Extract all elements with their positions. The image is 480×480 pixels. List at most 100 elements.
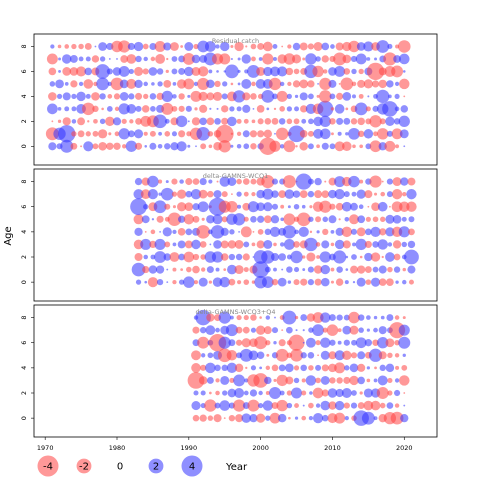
residual-bubble [264, 118, 272, 125]
residual-bubble [250, 327, 257, 333]
residual-bubble [221, 216, 228, 223]
residual-bubble [349, 375, 359, 386]
residual-bubble [165, 69, 169, 74]
residual-bubble [320, 277, 330, 287]
legend-label: 2 [153, 462, 159, 473]
residual-bubble [172, 205, 176, 209]
residual-bubble [240, 226, 252, 238]
residual-bubble [288, 125, 305, 143]
residual-bubble [343, 339, 350, 346]
panel-title: delta-GAMNS-WCQ1 [203, 172, 268, 180]
residual-bubble [381, 255, 384, 259]
residual-bubble [171, 56, 178, 62]
residual-bubble [330, 242, 335, 247]
residual-bubble [250, 93, 257, 100]
residual-bubble [387, 390, 393, 396]
residual-bubble [392, 214, 402, 224]
residual-bubble [153, 114, 167, 129]
residual-bubble [294, 94, 299, 99]
residual-bubble [358, 204, 364, 210]
residual-bubble [191, 350, 201, 361]
residual-bubble [386, 80, 394, 88]
residual-bubble [387, 352, 393, 358]
residual-bubble [394, 353, 400, 358]
residual-bubble [119, 79, 129, 89]
residual-bubble [193, 280, 199, 285]
residual-bubble [366, 315, 371, 320]
residual-bubble [209, 243, 212, 246]
residual-bubble [208, 280, 212, 284]
residual-bubble [237, 69, 241, 73]
residual-bubble [158, 179, 163, 184]
residual-bubble [64, 106, 70, 112]
residual-bubble [320, 400, 331, 411]
residual-bubble [251, 192, 256, 197]
residual-bubble [112, 67, 122, 76]
residual-bubble [281, 45, 284, 48]
residual-bubble [120, 55, 129, 63]
residual-bubble [334, 188, 345, 200]
y-tick-label: 8 [20, 180, 28, 184]
residual-bubble [221, 105, 229, 113]
residual-bubble [148, 265, 158, 274]
residual-bubble [314, 190, 323, 199]
residual-bubble [236, 178, 242, 185]
residual-bubble [143, 254, 148, 260]
residual-bubble [251, 81, 256, 87]
residual-bubble [70, 80, 78, 88]
residual-bubble [308, 93, 314, 100]
residual-bubble [286, 326, 293, 334]
residual-bubble [351, 254, 357, 260]
residual-bubble [122, 144, 127, 149]
residual-bubble [294, 106, 300, 112]
residual-bubble [399, 78, 410, 90]
residual-bubble [85, 93, 91, 99]
residual-bubble [172, 280, 177, 285]
residual-bubble [134, 177, 143, 186]
residual-bubble [317, 83, 319, 85]
legend-label: 4 [189, 462, 195, 473]
residual-bubble [290, 348, 303, 362]
residual-bubble [359, 255, 363, 259]
residual-bubble [250, 365, 257, 371]
residual-bubble [230, 144, 234, 148]
residual-bubble [357, 402, 365, 409]
residual-bubble [274, 132, 276, 135]
residual-bubble [386, 130, 393, 137]
residual-bubble [242, 253, 250, 261]
residual-bubble [215, 327, 220, 333]
residual-bubble [287, 44, 292, 49]
residual-bubble [344, 365, 350, 371]
residual-bubble [206, 266, 214, 274]
residual-bubble [356, 42, 366, 51]
residual-bubble [166, 281, 169, 284]
residual-bubble [242, 326, 250, 334]
residual-bubble [315, 56, 321, 62]
residual-bubble [404, 249, 419, 265]
residual-bubble [199, 414, 207, 422]
residual-bubble [343, 376, 351, 384]
residual-bubble [227, 240, 237, 249]
residual-bubble [279, 390, 285, 396]
residual-bubble [299, 129, 308, 138]
residual-bubble [179, 179, 184, 184]
residual-bubble [205, 325, 216, 336]
residual-bubble [242, 178, 250, 185]
residual-bubble [348, 40, 360, 53]
residual-bubble [398, 115, 410, 127]
residual-bubble [283, 213, 296, 226]
residual-bubble [369, 175, 382, 188]
residual-bubble [216, 107, 219, 110]
residual-bubble [256, 351, 265, 360]
residual-bubble [227, 388, 237, 398]
size-legend: -4 -2 0 2 4 [37, 455, 203, 477]
residual-bubble [279, 242, 285, 247]
residual-bubble [315, 377, 321, 384]
residual-bubble [221, 191, 228, 198]
residual-bubble [163, 80, 172, 88]
residual-bubble [134, 129, 144, 139]
residual-bubble [299, 92, 308, 101]
residual-bubble [380, 216, 386, 222]
residual-bubble [320, 264, 331, 275]
residual-bubble [163, 42, 172, 51]
